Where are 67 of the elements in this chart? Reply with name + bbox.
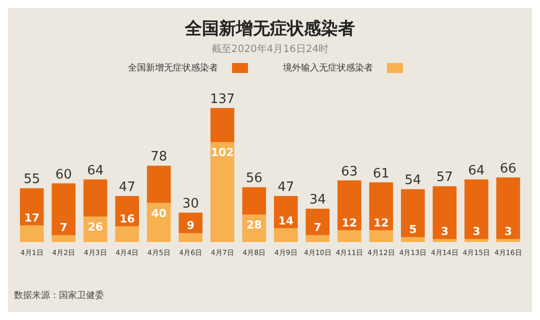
bar: [52, 183, 76, 236]
data-label: 14: [278, 214, 294, 228]
total-label: 56: [246, 171, 262, 186]
bar: [20, 188, 44, 226]
total-label: 137: [210, 92, 235, 107]
bar: [83, 179, 108, 217]
total-label: 60: [55, 167, 72, 182]
bar: [496, 239, 520, 242]
bar: [400, 237, 425, 242]
bar: [178, 212, 203, 234]
source-note: 数据来源：国家卫健委: [14, 290, 104, 301]
bar: [337, 180, 362, 230]
bar: [274, 196, 298, 228]
legend-label: 全国新增无症状感染者: [128, 62, 218, 74]
bar: [210, 142, 234, 242]
total-label: 63: [341, 164, 358, 180]
bar: [210, 108, 234, 142]
bar: [432, 239, 457, 242]
total-label: 54: [404, 173, 422, 188]
bar: [369, 182, 394, 230]
data-label: 3: [440, 225, 448, 238]
bar: [274, 228, 298, 242]
bar: [52, 235, 76, 242]
bar: [369, 230, 394, 242]
bar: [115, 226, 140, 242]
data-label: 5: [409, 223, 417, 236]
bar: [242, 187, 266, 215]
data-label: 3: [504, 225, 512, 238]
data-label: 28: [246, 218, 262, 232]
bar: [464, 239, 488, 242]
total-label: 47: [278, 180, 294, 196]
bar: [115, 196, 140, 226]
legend-label: 境外输入无症状感染者: [282, 62, 373, 74]
total-label: 78: [150, 150, 168, 165]
data-label: 7: [60, 221, 68, 234]
data-label: 9: [186, 219, 194, 232]
total-label: 34: [309, 192, 326, 208]
bar: [146, 166, 171, 203]
bar: [306, 208, 330, 236]
total-label: 61: [372, 166, 390, 182]
chart-subtitle: 截至2020年4月16日24时: [211, 43, 329, 55]
data-label: 12: [373, 216, 389, 230]
total-label: 64: [468, 163, 485, 178]
total-label: 64: [87, 163, 104, 178]
data-label: 102: [210, 146, 234, 160]
bar: [20, 225, 44, 242]
data-label: 3: [472, 225, 480, 238]
data-label: 12: [342, 216, 358, 230]
total-label: 47: [118, 180, 136, 196]
bar: [496, 177, 520, 240]
bar: [464, 179, 488, 240]
total-label: 30: [182, 196, 199, 212]
total-label: 55: [24, 172, 40, 188]
bar: [146, 202, 171, 242]
data-label: 26: [88, 220, 104, 234]
bar: [432, 186, 457, 240]
data-label: 17: [24, 211, 40, 224]
bar: [306, 235, 330, 242]
data-label: 16: [119, 212, 136, 226]
bar: [400, 189, 425, 238]
bar: [178, 233, 203, 242]
data-label: 40: [151, 206, 167, 220]
total-label: 66: [500, 161, 516, 176]
chart-title: 全国新增无症状感染者: [184, 19, 355, 39]
total-label: 57: [436, 170, 453, 186]
data-label: 7: [314, 221, 322, 234]
bar: [337, 230, 362, 242]
